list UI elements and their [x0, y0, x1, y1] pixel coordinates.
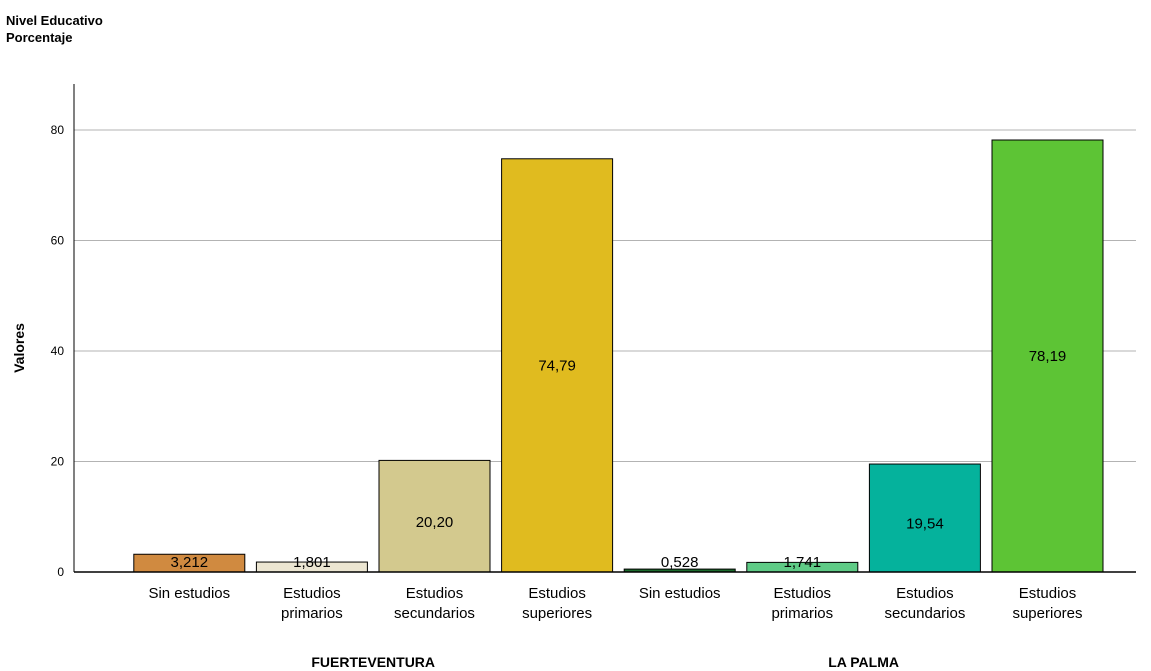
category-label: Sin estudios — [639, 585, 721, 602]
y-tick-label: 80 — [51, 123, 65, 137]
category-label: Estudios — [1019, 585, 1077, 602]
y-tick-label: 40 — [51, 344, 65, 358]
category-label: superiores — [522, 605, 592, 622]
data-label: 20,20 — [416, 514, 454, 531]
y-tick-label: 60 — [51, 234, 65, 248]
data-label: 3,212 — [171, 554, 209, 571]
category-label: superiores — [1012, 605, 1082, 622]
bar — [868, 463, 981, 573]
group-label: FUERTEVENTURA — [311, 654, 435, 670]
bar — [501, 158, 614, 573]
category-label: Estudios — [283, 585, 341, 602]
bar — [991, 139, 1104, 573]
data-label: 78,19 — [1029, 348, 1067, 365]
group-label: LA PALMA — [828, 654, 899, 670]
chart-header: Nivel Educativo Porcentaje — [6, 12, 103, 46]
category-label: primarios — [771, 605, 833, 622]
chart-subtitle: Porcentaje — [6, 30, 73, 45]
data-label: 1,801 — [293, 554, 331, 571]
data-label: 74,79 — [538, 357, 576, 374]
category-label: Sin estudios — [148, 585, 230, 602]
category-label: Estudios — [406, 585, 464, 602]
data-label: 19,54 — [906, 515, 944, 532]
category-label: Estudios — [774, 585, 832, 602]
data-label: 0,528 — [661, 554, 699, 571]
data-label: 1,741 — [784, 554, 822, 571]
category-label: primarios — [281, 605, 343, 622]
legend-title: Nivel Educativo — [6, 13, 103, 28]
y-tick-label: 0 — [57, 565, 64, 579]
category-label: secundarios — [884, 605, 965, 622]
y-tick-label: 20 — [51, 455, 65, 469]
bar — [378, 459, 491, 573]
category-label: Estudios — [528, 585, 586, 602]
category-label: Estudios — [896, 585, 954, 602]
y-axis-label: Valores — [11, 323, 27, 373]
category-label: secundarios — [394, 605, 475, 622]
